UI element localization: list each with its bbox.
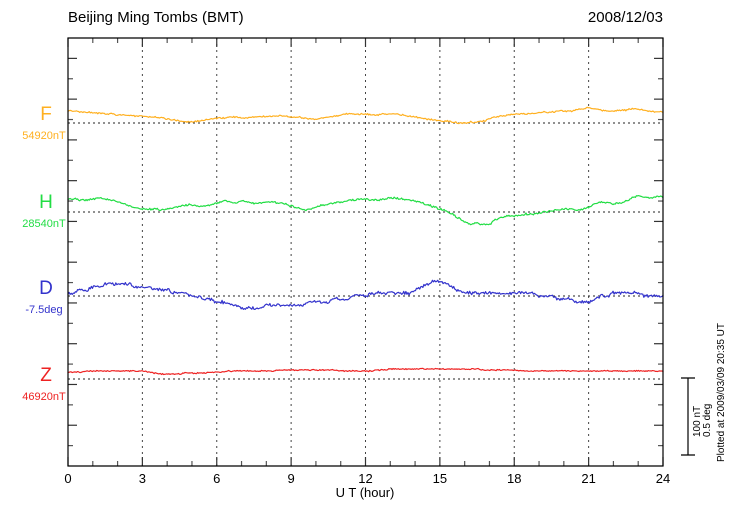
- component-baseline-h: 28540nT: [22, 218, 66, 230]
- scale-label-nt: 100 nT: [692, 406, 703, 437]
- component-symbol-f: F: [40, 104, 52, 125]
- page-title: Beijing Ming Tombs (BMT): [68, 9, 244, 26]
- x-tick-label-3: 3: [139, 471, 146, 486]
- trace-f: [67, 106, 664, 125]
- trace-z: [67, 367, 664, 376]
- trace-curves: [67, 106, 664, 376]
- trace-d: [67, 279, 664, 310]
- scale-bar-line: [681, 377, 695, 456]
- component-baselines: [68, 122, 663, 380]
- plotted-timestamp: Plotted at 2009/03/09 20:35 UT: [716, 323, 727, 462]
- y-axis-ticks: [68, 57, 663, 447]
- x-tick-label-0: 0: [64, 471, 71, 486]
- observation-date: 2008/12/03: [588, 9, 663, 26]
- x-axis-ticks: [67, 38, 664, 466]
- x-axis-tick-labels: 0 3 6 9 12 15 18 21 24: [64, 471, 670, 486]
- component-label-d: D -7.5deg: [25, 278, 62, 316]
- x-axis-title: U T (hour): [336, 485, 395, 500]
- component-label-h: H 28540nT: [22, 192, 66, 230]
- component-symbol-d: D: [39, 278, 53, 299]
- component-label-z: Z 46920nT: [22, 365, 66, 403]
- trace-h: [67, 194, 664, 226]
- component-symbol-z: Z: [40, 365, 52, 386]
- scale-label-deg: 0.5 deg: [702, 404, 713, 437]
- x-tick-label-15: 15: [433, 471, 447, 486]
- component-baseline-z: 46920nT: [22, 391, 66, 403]
- plot-frame: [67, 37, 664, 467]
- x-tick-label-12: 12: [358, 471, 372, 486]
- x-tick-label-9: 9: [288, 471, 295, 486]
- x-tick-label-18: 18: [507, 471, 521, 486]
- component-label-f: F 54920nT: [22, 104, 66, 142]
- component-baseline-f: 54920nT: [22, 130, 66, 142]
- scale-bar: 100 nT 0.5 deg: [681, 377, 713, 456]
- x-tick-label-24: 24: [656, 471, 670, 486]
- component-symbol-h: H: [39, 192, 53, 213]
- x-tick-label-6: 6: [213, 471, 220, 486]
- x-tick-label-21: 21: [581, 471, 595, 486]
- component-baseline-d: -7.5deg: [25, 304, 62, 316]
